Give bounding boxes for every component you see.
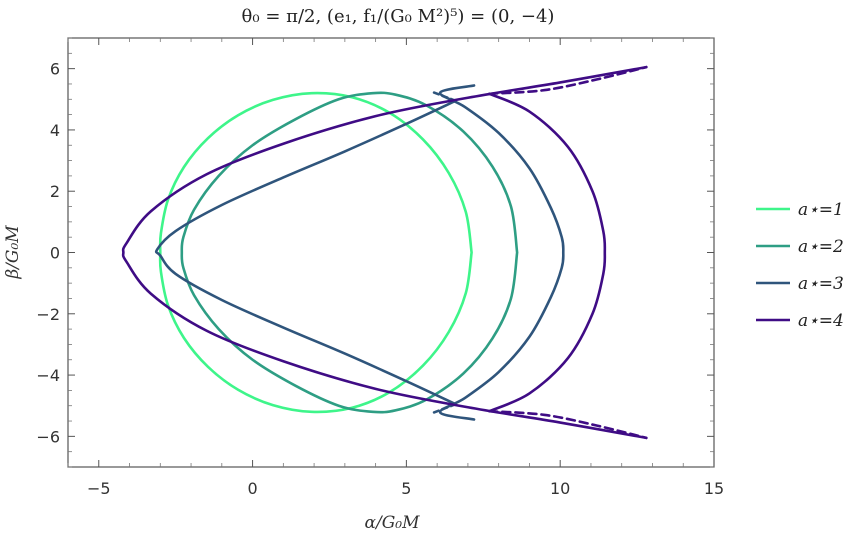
- x-tick-label: −5: [87, 479, 111, 498]
- x-tick-label: 15: [704, 479, 724, 498]
- legend-label-2: a⋆=2: [798, 237, 844, 257]
- series-line-4-branch: [488, 92, 607, 413]
- legend-label-3: a⋆=3: [798, 274, 844, 294]
- series-line-2: [180, 91, 519, 414]
- y-tick-label: 2: [50, 182, 60, 201]
- y-axis-label: β/G₀M: [3, 225, 23, 280]
- chart-title-text: θ₀ = π/2, (e₁, f₁/(G₀ M²)⁵) = (0, −4): [242, 6, 555, 27]
- y-tick-label: 0: [50, 244, 60, 263]
- y-tick-label: 6: [50, 60, 60, 79]
- series-line-3-branch: [154, 99, 457, 406]
- x-axis-ticks: −5 0 5 10 15: [67, 38, 724, 498]
- legend-label-1: a⋆=1: [798, 200, 844, 220]
- plot-frame: [67, 37, 715, 468]
- plot-curves: [121, 65, 648, 440]
- x-tick-label: 5: [401, 479, 411, 498]
- series-line-4-dashed-upper: [488, 65, 648, 96]
- legend: a⋆=1 a⋆=2 a⋆=3 a⋆=4: [756, 200, 844, 331]
- y-axis-ticks: −6 −4 −2 0 2 4 6: [36, 37, 714, 468]
- x-axis-label: α/G₀M: [364, 513, 420, 533]
- x-tick-label: 0: [247, 479, 257, 498]
- legend-label-4: a⋆=4: [798, 311, 844, 331]
- series-line-4: [121, 65, 648, 440]
- y-tick-label: 4: [50, 121, 60, 140]
- series-line-3: [438, 84, 565, 421]
- series-line-4-dashed-lower: [488, 409, 648, 440]
- x-tick-label: 10: [550, 479, 570, 498]
- series-line-1: [158, 91, 473, 414]
- y-tick-label: −6: [36, 427, 60, 446]
- y-tick-label: −2: [36, 305, 60, 324]
- chart-title: θ₀ = π/2, (e₁, f₁/(G₀ M²)⁵) = (0, −4): [242, 6, 555, 27]
- y-tick-label: −4: [36, 366, 60, 385]
